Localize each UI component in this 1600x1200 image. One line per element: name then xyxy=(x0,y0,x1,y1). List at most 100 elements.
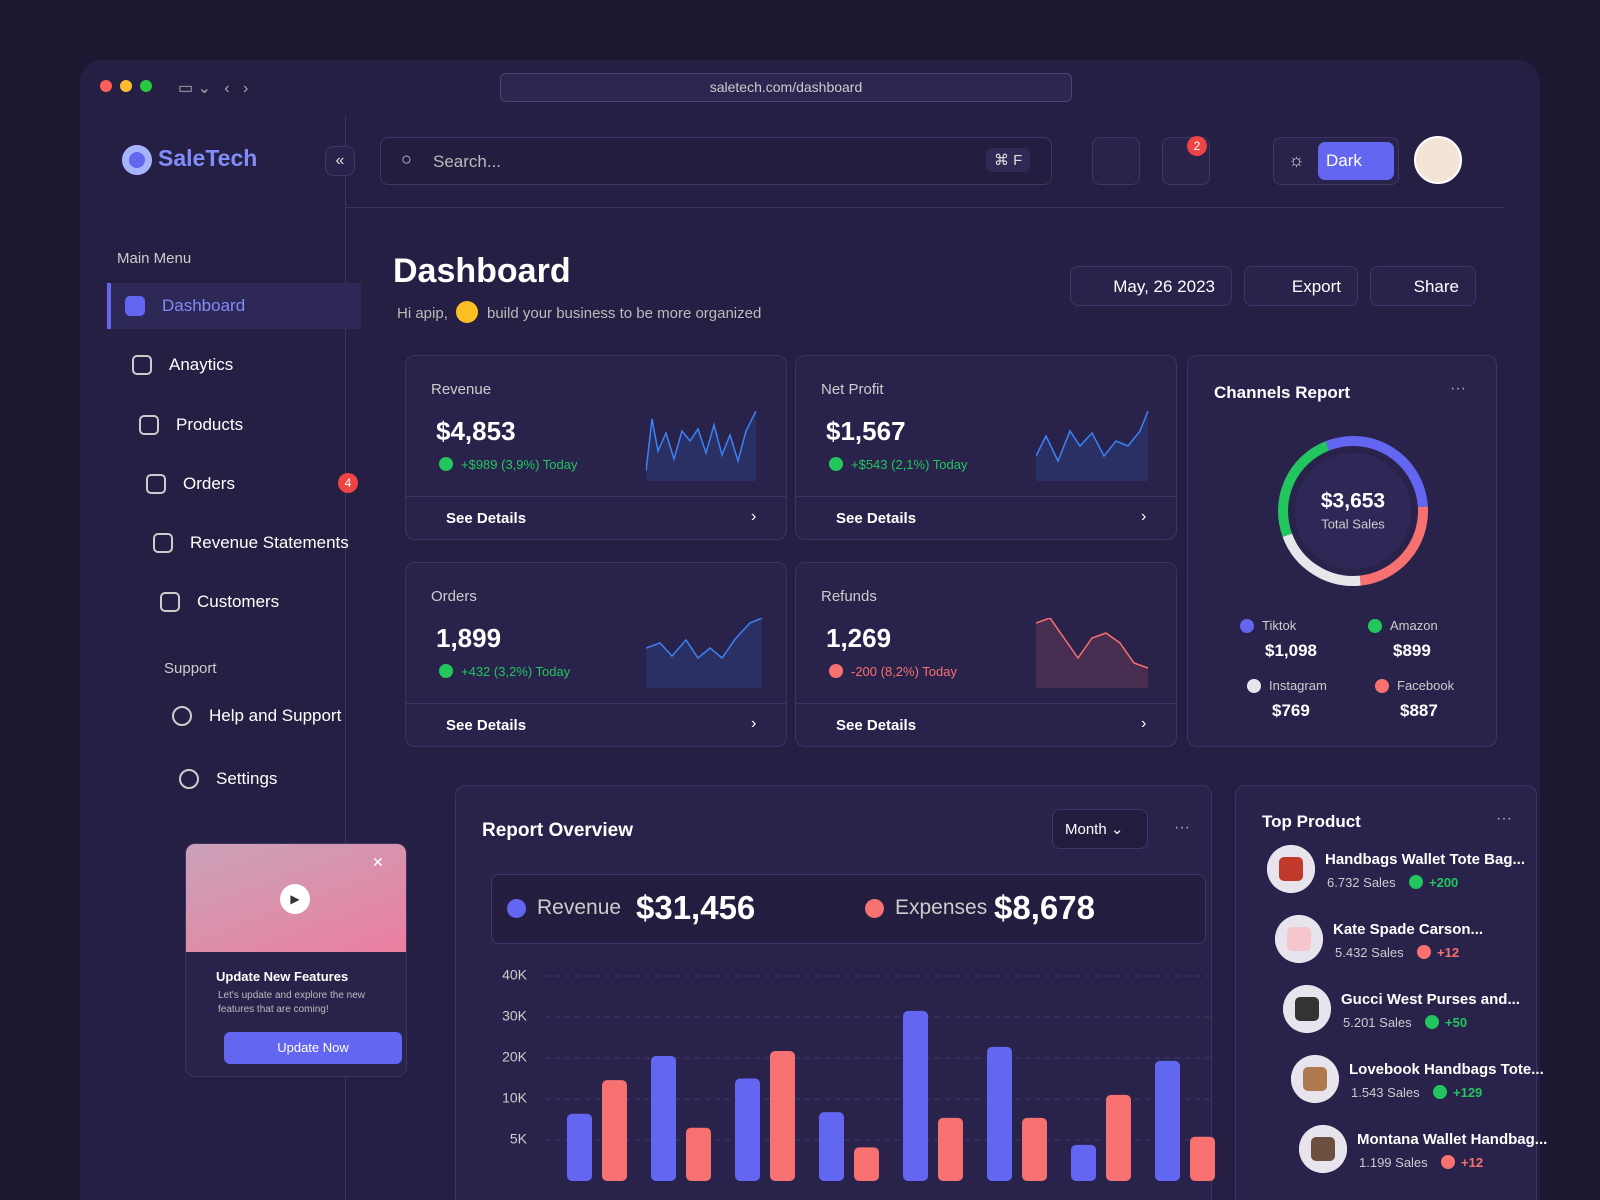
y-tick-label: 5K xyxy=(510,1131,528,1147)
product-name[interactable]: Handbags Wallet Tote Bag... xyxy=(1325,851,1526,868)
wave-icon xyxy=(456,301,478,323)
menu-icon xyxy=(139,415,159,435)
nav-icons: ▭ ⌄ ‹ › xyxy=(178,80,249,97)
more-button[interactable]: ··· xyxy=(1174,819,1190,836)
menu-icon xyxy=(146,474,166,494)
see-details[interactable]: See Details xyxy=(446,510,527,527)
date-button[interactable]: May, 26 2023 xyxy=(1070,266,1232,306)
stat-card: Net Profit $1,567 +$543 (2,1%) Today See De… xyxy=(795,355,1177,540)
y-tick-label: 40K xyxy=(502,967,528,983)
sparkline xyxy=(1036,411,1149,481)
menu-item[interactable]: Anaytics xyxy=(114,342,359,388)
stat-title: Refunds xyxy=(821,588,877,605)
menu-label: Settings xyxy=(216,769,278,788)
menu-item[interactable]: Help and Support xyxy=(168,693,368,739)
menu-icon xyxy=(153,533,173,553)
menu-label: Help and Support xyxy=(209,706,342,725)
more-button[interactable]: ··· xyxy=(1496,810,1512,827)
legend-label: Tiktok xyxy=(1262,618,1297,633)
search-icon: ○ xyxy=(401,149,412,169)
menu-icon xyxy=(125,296,145,316)
donut-slice xyxy=(1282,533,1361,586)
bar xyxy=(1071,1144,1096,1181)
product-thumb xyxy=(1287,927,1311,951)
y-tick-label: 20K xyxy=(502,1049,528,1065)
legend-total: $8,678 xyxy=(994,889,1095,926)
menu-item[interactable]: Settings xyxy=(175,756,375,802)
product-name[interactable]: Lovebook Handbags Tote... xyxy=(1349,1061,1544,1078)
share-button[interactable]: Share xyxy=(1370,266,1476,306)
stat-change: +$543 (2,1%) Today xyxy=(851,457,968,472)
bar xyxy=(903,1010,928,1181)
donut-slice xyxy=(1359,506,1428,586)
separator xyxy=(796,703,1176,704)
bar xyxy=(602,1080,627,1181)
stat-value: $4,853 xyxy=(436,416,516,446)
menu-label: Orders xyxy=(183,474,235,493)
see-details[interactable]: See Details xyxy=(836,510,917,527)
menu-item[interactable]: Revenue Statements xyxy=(135,520,365,566)
theme-toggle[interactable]: ☼ Dark xyxy=(1273,137,1399,185)
menu-item[interactable]: Customers xyxy=(142,579,367,625)
collapse-button[interactable]: « xyxy=(325,146,355,176)
date: May, 26 2023 xyxy=(1113,277,1215,296)
legend-value: $899 xyxy=(1393,641,1431,660)
export-button[interactable]: Export xyxy=(1244,266,1358,306)
spark-line xyxy=(1036,411,1149,463)
legend-label: Expenses xyxy=(895,896,988,919)
chevron: › xyxy=(1141,715,1147,732)
promo-button[interactable]: Update Now xyxy=(224,1032,402,1064)
url-bar[interactable]: saletech.com/dashboard xyxy=(500,73,1072,102)
period-select[interactable]: Month ⌄ xyxy=(1052,809,1148,849)
search-box[interactable]: ○ Search... ⌘ F xyxy=(380,137,1052,185)
spark-line xyxy=(1036,618,1149,669)
top-product-title: Top Product xyxy=(1262,812,1361,831)
chart: $3,653 Total Sales xyxy=(1278,436,1428,586)
stat-card: Refunds 1,269 -200 (8,2%) Today See Details… xyxy=(795,562,1177,747)
menu-item[interactable]: Dashboard xyxy=(107,283,361,329)
product-change: +12 xyxy=(1437,945,1460,960)
stat-title: Revenue xyxy=(431,381,492,398)
menu-item[interactable]: Orders 4 xyxy=(128,461,363,507)
close-dot[interactable] xyxy=(100,80,112,92)
see-details[interactable]: See Details xyxy=(446,717,527,734)
more-button[interactable]: ··· xyxy=(1450,380,1466,397)
legend-dot xyxy=(1375,679,1389,693)
spark-line xyxy=(646,411,757,472)
close-promo[interactable]: ✕ xyxy=(372,854,384,870)
legend-dot xyxy=(507,899,526,918)
max-dot[interactable] xyxy=(140,80,152,92)
product-thumb xyxy=(1311,1137,1335,1161)
stat-card: Orders 1,899 +432 (3,2%) Today See Details › xyxy=(405,562,787,747)
legend-box xyxy=(491,874,1206,944)
see-details[interactable]: See Details xyxy=(836,717,917,734)
play-button[interactable]: ▶ xyxy=(280,884,310,914)
donut-label: Total Sales xyxy=(1321,516,1385,531)
separator xyxy=(406,703,786,704)
bar xyxy=(1106,1094,1131,1181)
bar xyxy=(938,1117,963,1181)
product-sales: 1.199 Sales xyxy=(1359,1155,1428,1170)
legend-dot xyxy=(865,899,884,918)
product-thumb xyxy=(1303,1067,1327,1091)
menu-icon xyxy=(172,706,192,726)
trend-icon xyxy=(1425,1015,1439,1029)
share: Share xyxy=(1413,277,1459,296)
search-placeholder: Search... xyxy=(433,152,502,171)
product-name[interactable]: Gucci West Purses and... xyxy=(1341,991,1520,1008)
sidebar-border xyxy=(345,115,346,1200)
stat-title: Orders xyxy=(431,588,477,605)
product-change: +129 xyxy=(1453,1085,1483,1100)
promo-title: Update New Features xyxy=(216,969,349,984)
menu-item[interactable]: Products xyxy=(121,402,361,448)
sparkline xyxy=(1036,618,1149,688)
product-name[interactable]: Kate Spade Carson... xyxy=(1333,921,1484,938)
legend-label: Facebook xyxy=(1397,678,1455,693)
chevron: › xyxy=(751,715,757,732)
stat-change: +$989 (3,9%) Today xyxy=(461,457,578,472)
product-name[interactable]: Montana Wallet Handbag... xyxy=(1357,1131,1548,1148)
min-dot[interactable] xyxy=(120,80,132,92)
notes-button[interactable] xyxy=(1092,137,1140,185)
avatar[interactable] xyxy=(1414,136,1462,184)
